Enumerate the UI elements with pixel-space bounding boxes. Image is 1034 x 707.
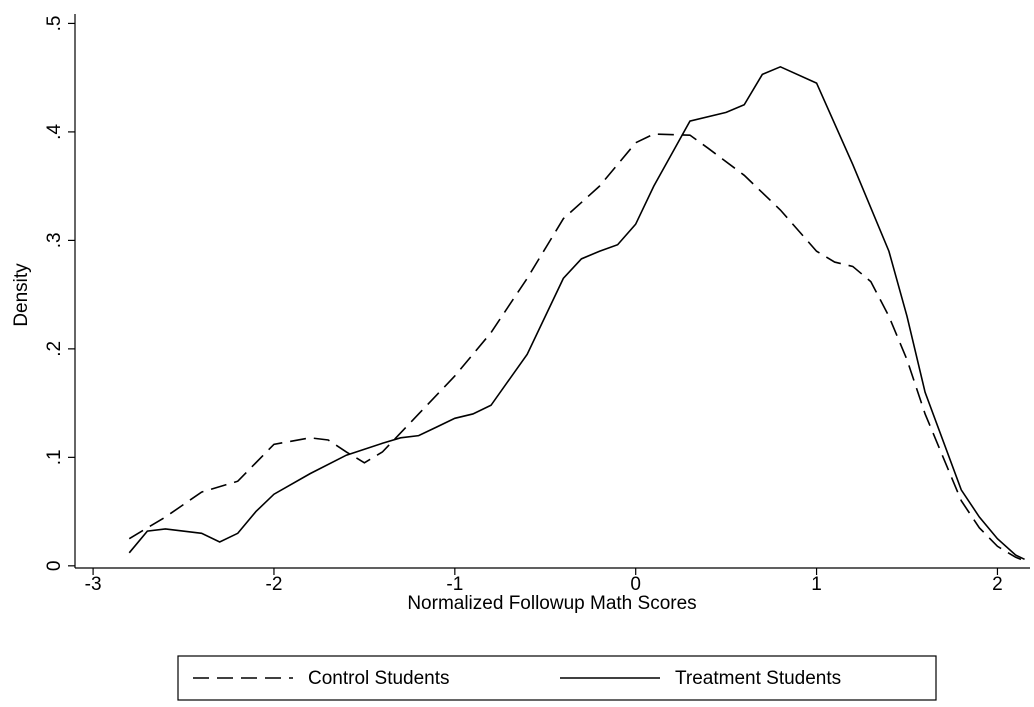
y-axis-label: Density: [11, 263, 32, 327]
x-tick-label: -3: [85, 574, 102, 595]
y-tick-label: .4: [44, 124, 65, 140]
x-tick-label: -1: [446, 574, 463, 595]
series-line: [128, 65, 1025, 561]
y-tick-label: .1: [44, 449, 65, 465]
legend-box: [177, 655, 937, 701]
x-axis-label: Normalized Followup Math Scores: [407, 593, 696, 614]
y-tick-label: 0: [44, 561, 65, 572]
legend-label: Treatment Students: [675, 668, 841, 689]
series-line: [128, 133, 1022, 561]
y-tick-label: .2: [44, 341, 65, 357]
y-tick-label: .3: [44, 232, 65, 248]
x-tick-label: -2: [266, 574, 283, 595]
legend-label: Control Students: [308, 668, 450, 689]
x-tick-label: 2: [992, 574, 1003, 595]
x-tick-label: 0: [630, 574, 641, 595]
y-tick-label: .5: [44, 15, 65, 31]
x-tick-label: 1: [811, 574, 822, 595]
